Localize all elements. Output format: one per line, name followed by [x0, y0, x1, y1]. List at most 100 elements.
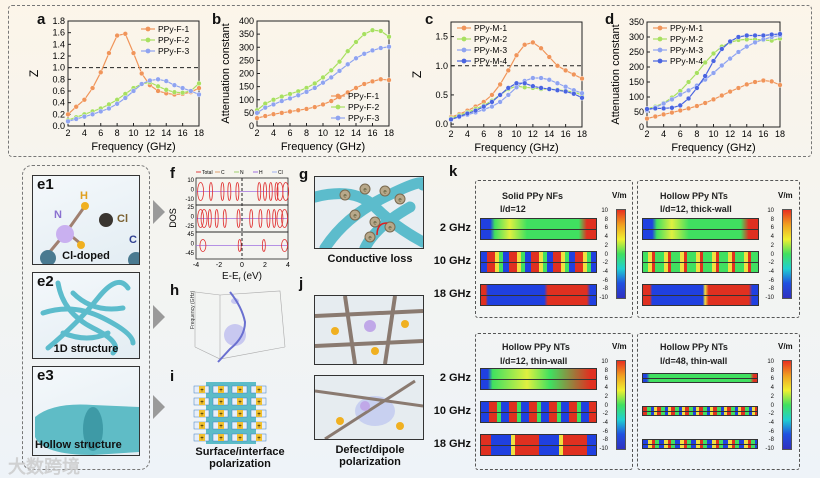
panel-label-d: d [605, 11, 615, 28]
x-tick-label: 16 [758, 129, 768, 139]
legend-marker [657, 36, 663, 42]
chevron-right-icon [153, 305, 165, 329]
x-tick-label: 2 [254, 128, 259, 138]
panel-label-c: c [425, 11, 434, 28]
field-map [480, 368, 597, 390]
data-point [685, 95, 692, 102]
data-point [522, 42, 528, 48]
tube-axis-line [481, 295, 596, 296]
model-title: Hollow PPy NTs [660, 342, 728, 352]
y-tick-label: 1.0 [52, 63, 65, 73]
frequency-label: 18 GHz [433, 438, 471, 450]
dipole-structure-diagram [315, 379, 423, 439]
legend-label: PPy-F-2 [158, 35, 189, 45]
data-point [328, 67, 334, 73]
model-title: Hollow PPy NTs [660, 191, 728, 201]
dipole-positive-end [256, 398, 262, 405]
data-point [744, 43, 750, 50]
colorbar-tick-label: -2 [768, 411, 774, 418]
data-point [262, 113, 268, 119]
colorbar-tick-label: 6 [604, 376, 608, 383]
dipole-positive-end [237, 410, 243, 417]
y-tick-label: 50 [244, 108, 254, 118]
data-point [513, 52, 520, 58]
y-axis-label: Attenuation constant [220, 23, 232, 123]
data-point [481, 103, 487, 110]
legend-label: PPy-M-3 [474, 45, 507, 55]
data-point [262, 105, 268, 111]
legend-marker [461, 25, 467, 31]
colorbar-tick-label: -10 [599, 446, 608, 452]
legend-label: PPy-M-4 [474, 56, 507, 66]
legend-marker [657, 25, 663, 31]
dos-plot: Total C N H Cl 10 0 -10 25 0 -25 45 0 -45 DOS -4 -2 0 2 4 [168, 170, 290, 269]
electron-hopping-diagram: e e e e e e e e [315, 177, 423, 248]
chart-a-impedance: 2 4 6 8 10 12 14 16 180.00.20.40.60.81.01.21.41.… [27, 16, 204, 153]
data-point [464, 110, 470, 117]
colorbar-tick-label: -6 [602, 277, 608, 284]
x-tick-label: 2 [644, 129, 649, 139]
colorbar-tick-label: 6 [770, 225, 774, 232]
dos-y-tick-label: 10 [187, 178, 194, 184]
data-point [752, 79, 758, 85]
field-map [642, 251, 759, 273]
electron-label: e [373, 221, 377, 227]
plus-sign: + [219, 412, 223, 418]
colorbar-tick-label: -10 [599, 295, 608, 301]
data-point [694, 103, 700, 109]
x-tick-label: 8 [498, 129, 503, 139]
y-tick-label: 0.6 [52, 86, 65, 96]
data-point [171, 82, 178, 88]
colorbar-tick-label: -6 [768, 428, 774, 435]
colorbar-unit: V/m [612, 191, 627, 200]
data-point [546, 54, 552, 60]
panel-label-e2: e2 [37, 273, 54, 290]
y-tick-label: 400 [239, 16, 254, 26]
colorbar-unit: V/m [778, 342, 793, 351]
legend-label: PPy-M-3 [670, 45, 703, 55]
frequency-label: 18 GHz [433, 288, 471, 300]
data-point [188, 88, 194, 94]
data-point [735, 34, 742, 40]
colorbar-tick-label: 4 [604, 234, 608, 241]
data-point [320, 80, 326, 86]
data-point [353, 55, 359, 61]
colorbar-tick-label: 4 [770, 234, 774, 241]
data-point [563, 84, 569, 90]
x-tick-label: 4 [271, 128, 276, 138]
y-tick-label: 0.4 [52, 98, 65, 108]
data-point [303, 89, 310, 95]
y-tick-label: 0 [249, 121, 254, 131]
data-point [538, 75, 544, 81]
data-point [710, 50, 717, 57]
data-point [505, 92, 511, 98]
data-point [270, 111, 277, 117]
field-map [480, 434, 597, 456]
data-point [644, 106, 650, 112]
dos-peak [281, 209, 288, 228]
data-point [546, 77, 552, 83]
electron-icon [349, 209, 361, 221]
colorbar-tick-label: 4 [604, 385, 608, 392]
hopping-arrow [376, 222, 388, 236]
data-point [472, 108, 479, 114]
data-point [73, 104, 79, 110]
field-model-box: Hollow PPy NTs l/d=12, thin-wall V/m 10 8 6 4 2… [475, 333, 633, 470]
dos-peak [274, 182, 279, 201]
data-point [727, 55, 733, 62]
legend-marker [657, 58, 663, 64]
dipole-positive-end [199, 398, 205, 405]
data-point [155, 76, 161, 82]
electron-icon [394, 193, 406, 205]
x-tick-label: 10 [128, 128, 138, 138]
field-model-box: Hollow PPy NTs l/d=12, thick-wall V/m 10 8 6 4… [637, 180, 800, 318]
dos-peak [227, 182, 232, 201]
colorbar-tick-label: -8 [768, 286, 774, 293]
tube-axis-line [481, 262, 596, 263]
chevron-right-icon [153, 200, 165, 224]
y-tick-label: 0.0 [52, 121, 65, 131]
tube-axis-line [481, 229, 596, 230]
electron-label: e [383, 190, 387, 196]
plus-sign: + [238, 412, 242, 418]
dipole-positive-end [218, 386, 224, 393]
